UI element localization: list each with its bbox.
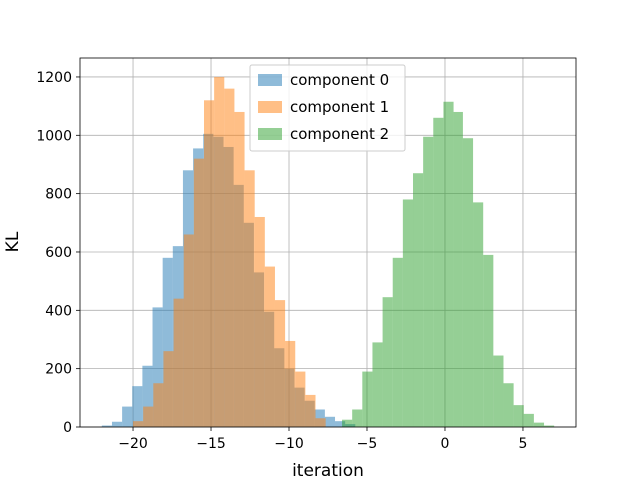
histogram-bar-series-1 bbox=[163, 351, 174, 427]
histogram-bar-series-2 bbox=[493, 355, 504, 427]
legend-box bbox=[249, 64, 406, 152]
y-axis-label: KL bbox=[3, 231, 23, 252]
histogram-bar-series-1 bbox=[183, 234, 194, 427]
histogram-bars bbox=[101, 76, 555, 428]
histogram-bar-series-1 bbox=[274, 300, 286, 427]
histogram-bar-series-2 bbox=[362, 371, 373, 427]
histogram-bar-series-2 bbox=[382, 297, 393, 427]
histogram-bar-series-2 bbox=[402, 199, 414, 427]
histogram-bar-series-2 bbox=[483, 254, 494, 427]
histogram-bar-series-1 bbox=[153, 383, 164, 427]
histogram-bar-series-1 bbox=[315, 418, 326, 427]
histogram-bar-series-2 bbox=[372, 342, 383, 427]
histogram-bar-series-2 bbox=[503, 383, 514, 427]
x-tick-label: 5 bbox=[519, 436, 528, 452]
legend-label-1: component 1 bbox=[290, 98, 389, 116]
histogram-bar-series-0 bbox=[152, 307, 163, 427]
histogram-bar-series-0 bbox=[335, 421, 346, 427]
histogram-bar-series-1 bbox=[224, 88, 235, 428]
histogram-bar-series-2 bbox=[473, 202, 484, 427]
histogram-bar-series-0 bbox=[324, 416, 336, 427]
plot-frame bbox=[79, 57, 577, 428]
histogram-bar-series-2 bbox=[523, 413, 534, 427]
histogram-bar-series-1 bbox=[143, 406, 154, 427]
histogram-bar-series-2 bbox=[392, 257, 403, 427]
histogram-bar-series-2 bbox=[433, 117, 444, 428]
x-tick-label: −15 bbox=[196, 436, 226, 452]
histogram-bar-series-0 bbox=[132, 386, 143, 427]
histogram-bar-series-0 bbox=[162, 257, 173, 427]
y-axis-ticks: 0 200 400 600 800 1000 1200 bbox=[36, 70, 80, 436]
histogram-bar-series-0 bbox=[122, 406, 133, 427]
histogram-bar-series-2 bbox=[352, 409, 363, 427]
histogram-bar-series-1 bbox=[305, 394, 316, 427]
legend-swatch-0 bbox=[258, 74, 282, 86]
histogram-bar-series-0 bbox=[101, 425, 112, 427]
histogram-bar-series-2 bbox=[513, 405, 524, 427]
histogram-bar-series-2 bbox=[342, 419, 353, 427]
histogram-bar-series-0 bbox=[111, 421, 123, 427]
x-tick-label: −20 bbox=[118, 436, 148, 452]
histogram-bar-series-1 bbox=[264, 266, 275, 427]
y-tick-label: 1200 bbox=[36, 70, 72, 86]
x-tick-label: −5 bbox=[357, 436, 378, 452]
histogram-bar-series-2 bbox=[443, 101, 454, 427]
x-axis-ticks: −20 −15 −10 −5 0 5 bbox=[118, 427, 527, 452]
histogram-bar-series-1 bbox=[295, 371, 306, 427]
histogram-bar-series-1 bbox=[133, 421, 144, 427]
histogram-bar-series-2 bbox=[413, 173, 424, 427]
histogram-bar-series-1 bbox=[193, 158, 204, 428]
histogram-bar-series-1 bbox=[254, 216, 265, 427]
y-tick-label: 200 bbox=[45, 362, 72, 378]
histogram-bar-series-2 bbox=[453, 111, 463, 428]
y-tick-label: 1000 bbox=[36, 128, 72, 144]
histogram-bar-series-1 bbox=[234, 111, 245, 428]
x-tick-label: −10 bbox=[274, 436, 304, 452]
legend-label-0: component 0 bbox=[290, 71, 389, 89]
histogram-bar-series-0 bbox=[142, 365, 153, 427]
histogram-bar-series-2 bbox=[544, 425, 555, 427]
histogram-bar-series-1 bbox=[214, 76, 225, 427]
histogram-bar-series-2 bbox=[533, 422, 545, 427]
legend-label-2: component 2 bbox=[290, 125, 389, 143]
histogram-bar-series-2 bbox=[423, 136, 434, 427]
histogram-bar-series-1 bbox=[244, 170, 255, 427]
y-tick-label: 800 bbox=[45, 187, 72, 203]
x-axis-label: iteration bbox=[292, 461, 364, 480]
y-tick-label: 0 bbox=[63, 420, 72, 436]
histogram-bar-series-1 bbox=[285, 340, 296, 427]
legend-swatch-1 bbox=[258, 101, 282, 113]
histogram-bar-series-2 bbox=[462, 138, 474, 427]
x-tick-label: 0 bbox=[441, 436, 450, 452]
legend-swatch-2 bbox=[258, 128, 282, 140]
legend: component 0 component 1 component 2 bbox=[249, 64, 406, 152]
y-tick-label: 400 bbox=[45, 303, 72, 319]
y-tick-label: 600 bbox=[45, 245, 72, 261]
histogram-bar-series-1 bbox=[173, 298, 184, 427]
histogram-bar-series-1 bbox=[204, 100, 215, 427]
